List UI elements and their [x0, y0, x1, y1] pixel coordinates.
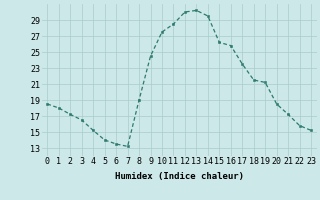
X-axis label: Humidex (Indice chaleur): Humidex (Indice chaleur)	[115, 172, 244, 181]
